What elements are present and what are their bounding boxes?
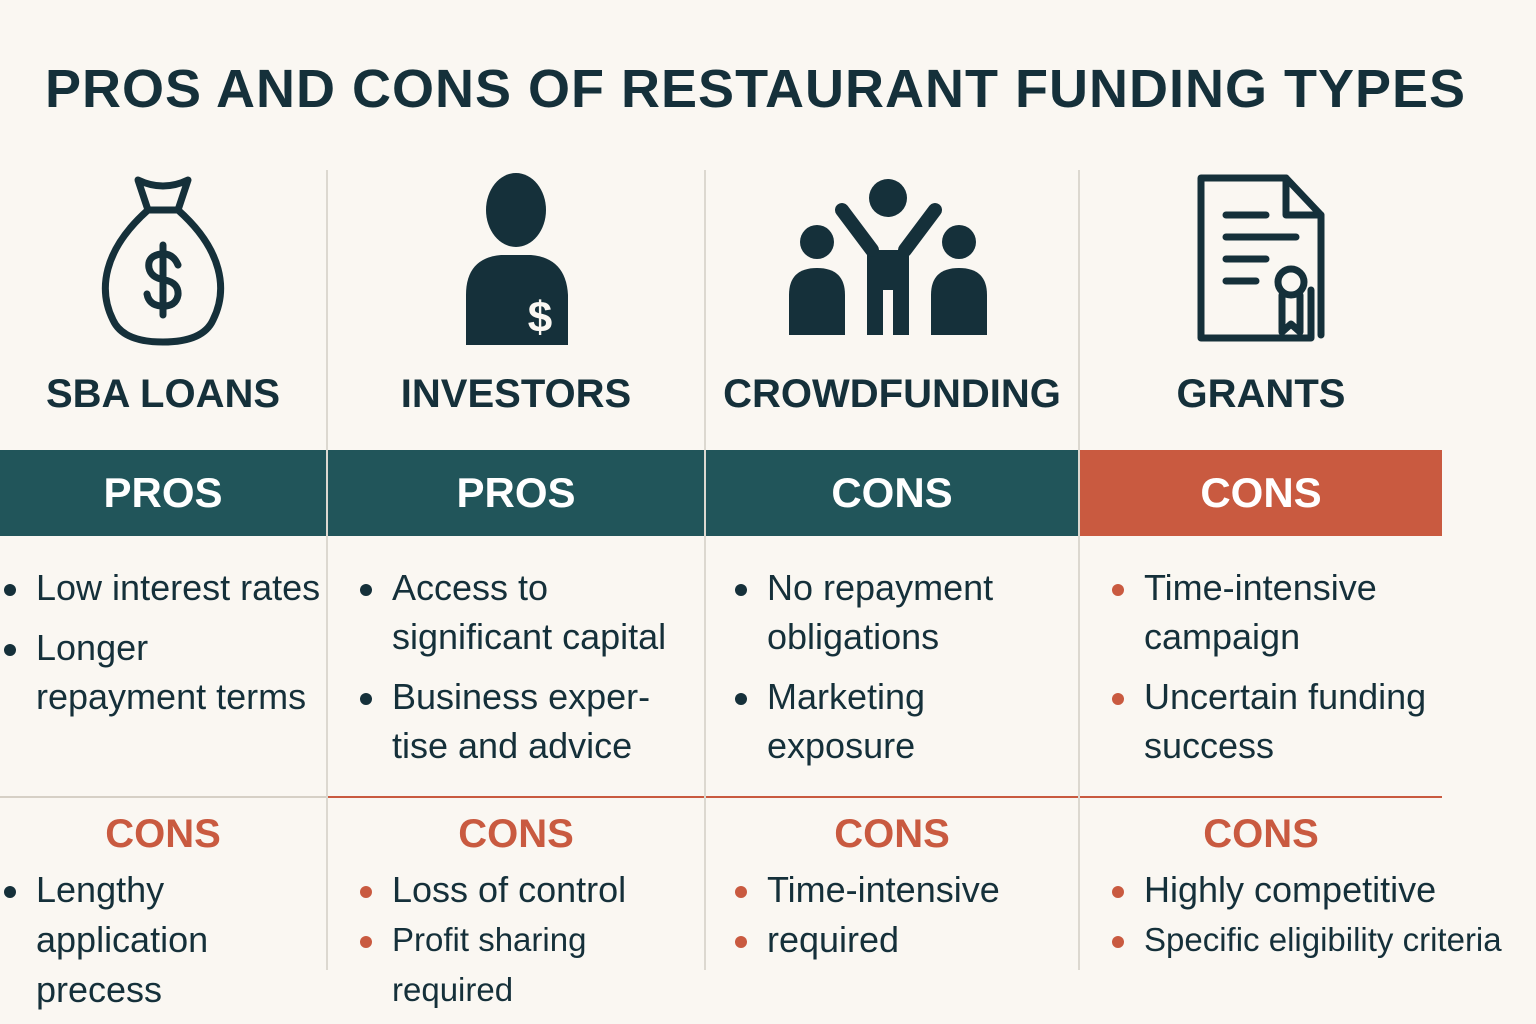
list-item: Time-intensive <box>731 865 1078 915</box>
page-title: PROS AND CONS OF RESTAURANT FUNDING TYPE… <box>45 59 1467 119</box>
column-grants: GRANTS CONS Time-intensive campaign Unce… <box>1080 0 1502 1024</box>
band-header: CONS <box>706 450 1078 536</box>
crowd-people-icon <box>706 170 1078 350</box>
bullet-icon <box>1112 584 1124 596</box>
cons-list: Time-intensive required <box>731 865 1078 965</box>
section-divider <box>1080 796 1442 798</box>
funding-type-name: INVESTORS <box>400 372 632 416</box>
column-divider <box>704 170 706 970</box>
bullet-icon <box>4 886 16 898</box>
list-item: Access to significant capital <box>356 563 704 661</box>
cons-list: Loss of control Profit sharing required <box>356 865 704 1015</box>
bullet-icon <box>1112 936 1124 948</box>
list-item: Specific eligibility criteria <box>1108 915 1536 965</box>
bullet-icon <box>360 886 372 898</box>
list-item: Longer repayment terms <box>0 623 326 721</box>
funding-type-name: SBA LOANS <box>45 372 281 416</box>
cons-heading: CONS <box>105 812 221 856</box>
band-header: CONS <box>1080 450 1442 536</box>
cons-heading: CONS <box>458 812 574 856</box>
column-crowdfunding: CROWDFUNDING CONS No repayment obligatio… <box>706 0 1078 1024</box>
section-divider <box>328 796 704 798</box>
column-sba-loans: SBA LOANS PROS Low interest rates Longer… <box>0 0 326 1024</box>
bullet-icon <box>735 584 747 596</box>
svg-text:$: $ <box>528 293 552 342</box>
top-list: Time-intensive campaign Uncertain fundin… <box>1108 563 1536 781</box>
list-item: Profit sharing required <box>356 915 704 1015</box>
bullet-icon <box>1112 886 1124 898</box>
list-item: Low interest rates <box>0 563 326 612</box>
band-header: PROS <box>0 450 326 536</box>
bullet-icon <box>735 936 747 948</box>
bullet-icon <box>360 584 372 596</box>
list-item: Lengthy application precess <box>0 865 300 1015</box>
bullet-icon <box>4 644 16 656</box>
list-item: required <box>731 915 1078 965</box>
section-divider <box>706 796 1078 798</box>
cons-heading: CONS <box>834 812 950 856</box>
column-divider <box>326 170 328 970</box>
top-list: Access to significant capital Business e… <box>356 563 704 781</box>
bullet-icon <box>735 886 747 898</box>
list-item: Uncertain funding success <box>1108 672 1536 770</box>
bullet-icon <box>4 584 16 596</box>
top-list: No repayment obligations Marketing expos… <box>731 563 1078 781</box>
funding-type-name: GRANTS <box>1176 372 1346 416</box>
list-item: Marketing exposure <box>731 672 1078 770</box>
list-item: No repayment obligations <box>731 563 1078 661</box>
top-list: Low interest rates Longer repayment term… <box>0 563 326 732</box>
bullet-icon <box>1112 693 1124 705</box>
bullet-icon <box>735 693 747 705</box>
list-item: Time-intensive campaign <box>1108 563 1536 661</box>
list-item: Highly competitive <box>1108 865 1536 915</box>
list-item: Loss of control <box>356 865 704 915</box>
column-divider <box>1078 170 1080 970</box>
cons-list: Lengthy application precess <box>0 865 300 1015</box>
column-investors: $ INVESTORS PROS Access to significant c… <box>328 0 704 1024</box>
investor-person-icon: $ <box>328 170 704 350</box>
list-item: Business exper-tise and advice <box>356 672 704 770</box>
money-bag-icon <box>0 170 326 350</box>
cons-list: Highly competitive Specific eligibility … <box>1108 865 1536 965</box>
section-divider <box>0 796 326 798</box>
bullet-icon <box>360 936 372 948</box>
certificate-document-icon <box>1080 170 1442 350</box>
funding-type-name: CROWDFUNDING <box>723 372 1061 416</box>
band-header: PROS <box>328 450 704 536</box>
cons-heading: CONS <box>1203 812 1319 856</box>
bullet-icon <box>360 693 372 705</box>
